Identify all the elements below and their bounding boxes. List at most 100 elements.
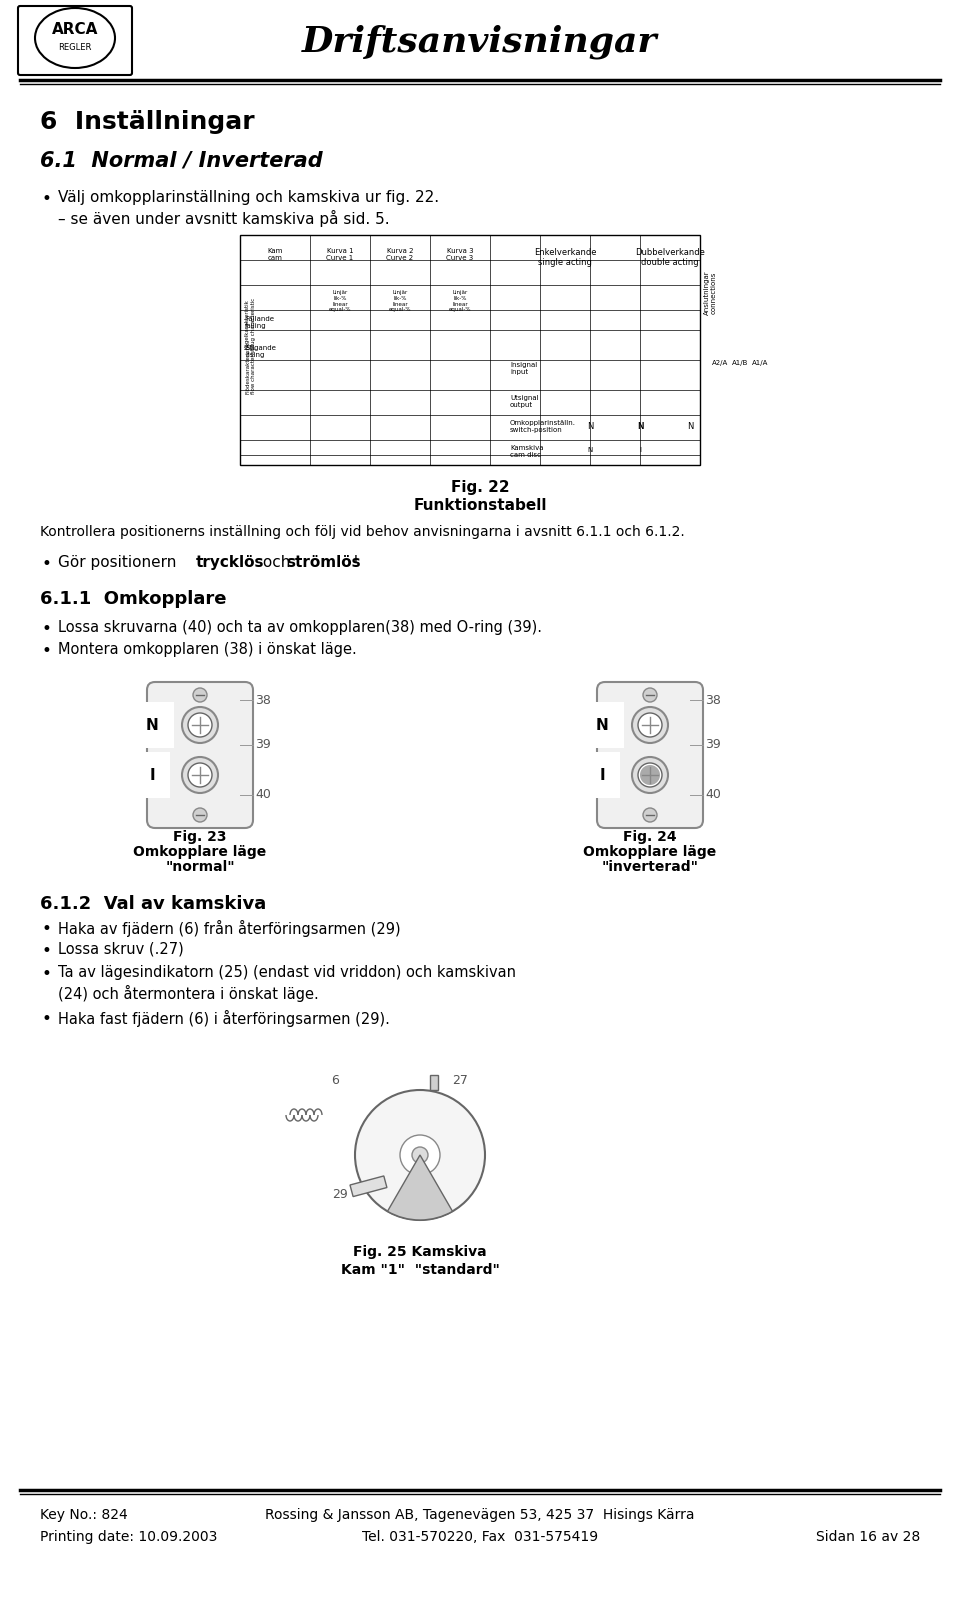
Text: A1/A: A1/A [752, 360, 768, 366]
FancyBboxPatch shape [18, 6, 132, 75]
Text: Gör positionern: Gör positionern [58, 555, 181, 570]
Text: I: I [149, 768, 155, 782]
Text: Dubbelverkande
double acting: Dubbelverkande double acting [636, 248, 705, 267]
Circle shape [400, 1134, 440, 1174]
Text: Stigande
rising: Stigande rising [245, 346, 276, 358]
Text: 27: 27 [452, 1074, 468, 1086]
Circle shape [188, 763, 212, 787]
Bar [430, 1075, 438, 1090]
Text: A2/A: A2/A [712, 360, 728, 366]
Text: REGLER: REGLER [59, 43, 92, 53]
Text: •: • [42, 190, 52, 208]
Text: 39: 39 [705, 739, 721, 752]
Circle shape [193, 688, 207, 702]
Circle shape [643, 808, 657, 822]
Text: Kurva 1
Curve 1: Kurva 1 Curve 1 [326, 248, 353, 261]
Circle shape [412, 1147, 428, 1163]
Text: Fallande
falling: Fallande falling [245, 317, 274, 330]
Text: •: • [42, 942, 52, 960]
Text: 6.1  Normal / Inverterad: 6.1 Normal / Inverterad [40, 150, 323, 170]
Text: ARCA: ARCA [52, 22, 98, 37]
Text: 38: 38 [255, 693, 271, 707]
Circle shape [182, 757, 218, 794]
Text: Linjär
lik-%
linear
equal-%: Linjär lik-% linear equal-% [389, 290, 411, 312]
Text: Lossa skruvarna (40) och ta av omkopplaren(38) med O-ring (39).: Lossa skruvarna (40) och ta av omkopplar… [58, 619, 542, 635]
Text: I: I [599, 768, 605, 782]
Circle shape [188, 714, 212, 738]
Text: Montera omkopplaren (38) i önskat läge.: Montera omkopplaren (38) i önskat läge. [58, 642, 357, 658]
Text: Kurva 2
Curve 2: Kurva 2 Curve 2 [387, 248, 414, 261]
Text: Fig. 24: Fig. 24 [623, 830, 677, 845]
Text: strömlös: strömlös [286, 555, 361, 570]
FancyBboxPatch shape [597, 682, 703, 829]
Text: Key No.: 824: Key No.: 824 [40, 1507, 128, 1522]
Text: •: • [42, 642, 52, 659]
Text: Omkopplare läge: Omkopplare läge [584, 845, 716, 859]
Text: Utsignal
output: Utsignal output [510, 395, 539, 408]
Text: Enkelverkande
single acting: Enkelverkande single acting [534, 248, 596, 267]
Text: Kam
cam: Kam cam [267, 248, 282, 261]
Text: 6: 6 [331, 1074, 339, 1086]
Circle shape [182, 707, 218, 742]
Text: 40: 40 [255, 789, 271, 802]
Text: Kamskiva
cam disc: Kamskiva cam disc [510, 445, 543, 458]
Text: Haka av fjädern (6) från återföringsarmen (29): Haka av fjädern (6) från återföringsarme… [58, 920, 400, 938]
Circle shape [632, 757, 668, 794]
Text: Fig. 25 Kamskiva: Fig. 25 Kamskiva [353, 1245, 487, 1259]
Text: 6.1.1  Omkopplare: 6.1.1 Omkopplare [40, 590, 227, 608]
Text: Flödeskarakteristik
flow characteristic: Flödeskarakteristik flow characteristic [245, 342, 255, 394]
Text: 40: 40 [705, 789, 721, 802]
Text: 29: 29 [332, 1189, 348, 1202]
Circle shape [638, 763, 662, 787]
Text: Välj omkopplarinställning och kamskiva ur fig. 22.: Välj omkopplarinställning och kamskiva u… [58, 190, 439, 205]
Text: •: • [42, 619, 52, 638]
Text: N: N [636, 422, 643, 430]
Text: I: I [639, 446, 641, 453]
Bar [350, 1176, 387, 1197]
Bar [240, 235, 700, 466]
Circle shape [355, 1090, 485, 1219]
Text: "normal": "normal" [165, 861, 235, 874]
Text: N: N [636, 422, 643, 430]
Text: och: och [258, 555, 296, 570]
Text: Fig. 23: Fig. 23 [173, 830, 227, 845]
Text: A1/B: A1/B [732, 360, 748, 366]
Text: Rossing & Jansson AB, Tagenevägen 53, 425 37  Hisings Kärra: Rossing & Jansson AB, Tagenevägen 53, 42… [265, 1507, 695, 1522]
Text: Omkopplarinställn.
switch-position: Omkopplarinställn. switch-position [510, 419, 576, 434]
Text: •: • [42, 965, 52, 982]
Text: trycklös: trycklös [196, 555, 265, 570]
Text: 6.1.2  Val av kamskiva: 6.1.2 Val av kamskiva [40, 894, 266, 914]
Circle shape [638, 714, 662, 738]
Text: Printing date: 10.09.2003: Printing date: 10.09.2003 [40, 1530, 217, 1544]
Text: – se även under avsnitt kamskiva på sid. 5.: – se även under avsnitt kamskiva på sid.… [58, 210, 390, 227]
Text: Funktionstabell: Funktionstabell [413, 498, 547, 514]
Text: •: • [42, 555, 52, 573]
Text: (24) och återmontera i önskat läge.: (24) och återmontera i önskat läge. [58, 986, 319, 1002]
Text: Ta av lägesindikatorn (25) (endast vid vriddon) och kamskivan: Ta av lägesindikatorn (25) (endast vid v… [58, 965, 516, 979]
Text: !: ! [348, 555, 359, 570]
Text: Kam "1"  "standard": Kam "1" "standard" [341, 1262, 499, 1277]
Text: Insignal
input: Insignal input [510, 362, 538, 374]
Text: N: N [146, 717, 158, 733]
Text: Driftsanvisningar: Driftsanvisningar [302, 24, 658, 59]
Circle shape [640, 765, 660, 786]
Text: Tel. 031-570220, Fax  031-575419: Tel. 031-570220, Fax 031-575419 [362, 1530, 598, 1544]
FancyBboxPatch shape [147, 682, 253, 829]
Text: "inverterad": "inverterad" [602, 861, 699, 874]
Text: Haka fast fjädern (6) i återföringsarmen (29).: Haka fast fjädern (6) i återföringsarmen… [58, 1010, 390, 1027]
Text: Kurva 3
Curve 3: Kurva 3 Curve 3 [446, 248, 473, 261]
Text: N: N [686, 422, 693, 430]
Text: 39: 39 [255, 739, 271, 752]
Text: N: N [588, 446, 592, 453]
Text: Anslutningar
connections: Anslutningar connections [704, 270, 716, 315]
Text: 6  Inställningar: 6 Inställningar [40, 110, 254, 134]
Circle shape [193, 808, 207, 822]
Text: Lossa skruv (.27): Lossa skruv (.27) [58, 942, 183, 957]
Text: Omkopplare läge: Omkopplare läge [133, 845, 267, 859]
Text: 38: 38 [705, 693, 721, 707]
Text: N: N [587, 422, 593, 430]
Circle shape [632, 707, 668, 742]
Circle shape [643, 688, 657, 702]
Text: N: N [595, 717, 609, 733]
Text: Kontrollera positionerns inställning och följ vid behov anvisningarna i avsnitt : Kontrollera positionerns inställning och… [40, 525, 684, 539]
